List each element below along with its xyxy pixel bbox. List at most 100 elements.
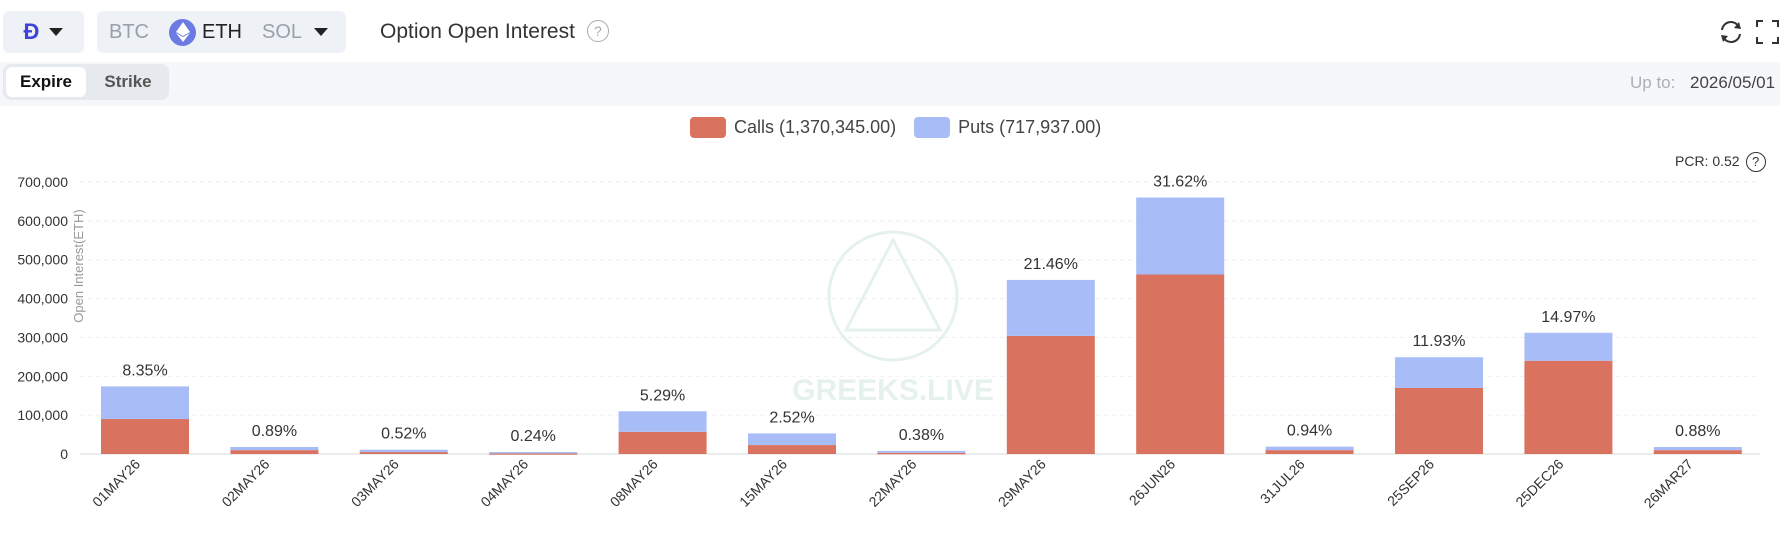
exchange-selector[interactable]: Đ (3, 11, 84, 53)
asset-sol[interactable]: SOL (262, 20, 303, 43)
asset-selector[interactable]: BTC ETH SOL (97, 11, 346, 53)
y-tick-label: 300,000 (17, 329, 68, 345)
x-tick-label: 01MAY26 (89, 456, 143, 510)
x-tick-label: 29MAY26 (995, 456, 1049, 510)
filter-bar: Expire Strike Up to: 2026/05/01 (0, 62, 1780, 106)
x-tick-label: 04MAY26 (477, 456, 531, 510)
bar-data-label: 0.38% (899, 427, 944, 444)
y-tick-label: 500,000 (17, 252, 68, 268)
bar-data-label: 21.46% (1024, 256, 1078, 273)
bar-puts-01MAY26[interactable] (101, 386, 189, 420)
x-tick-label: 03MAY26 (348, 456, 402, 510)
asset-eth[interactable]: ETH (202, 20, 242, 43)
y-axis: 0 100,000 200,000 300,000 400,000 500,000 600,… (17, 174, 68, 462)
bar-data-label: 31.62% (1153, 174, 1207, 191)
help-icon[interactable]: ? (586, 20, 609, 42)
bar-data-label: 0.24% (511, 428, 556, 445)
asset-btc[interactable]: BTC (109, 20, 149, 43)
bar-puts-26MAR27[interactable] (1653, 447, 1742, 451)
bar-puts-15MAY26[interactable] (748, 433, 836, 446)
chevron-down-icon (314, 28, 329, 36)
x-tick-label: 31JUL26 (1257, 456, 1308, 507)
bar-data-label: 0.89% (252, 423, 297, 440)
bar-puts-26JUN26[interactable] (1136, 197, 1225, 275)
watermark-logo-icon (827, 230, 959, 362)
refresh-icon[interactable] (1718, 19, 1744, 50)
up-to-label: Up to: (1630, 73, 1676, 92)
chart-legend: Calls (1,370,345.00) Puts (717,937.00) (690, 117, 1119, 138)
bar-calls-25SEP26[interactable] (1395, 387, 1483, 454)
bar-calls-22MAY26[interactable] (877, 452, 966, 455)
bar-puts-04MAY26[interactable] (489, 452, 578, 454)
legend-puts-label: Puts (717,937.00) (958, 117, 1102, 137)
bar-data-label: 0.88% (1675, 423, 1720, 440)
y-tick-label: 700,000 (17, 174, 68, 190)
bar-data-label: 2.52% (769, 409, 814, 426)
bar-puts-03MAY26[interactable] (359, 449, 448, 453)
x-tick-label: 22MAY26 (865, 456, 919, 510)
bar-data-label: 8.35% (122, 362, 167, 379)
x-tick-label: 26JUN26 (1126, 456, 1179, 509)
bar-calls-29MAY26[interactable] (1006, 335, 1095, 454)
page-title: Option Open Interest? (380, 20, 609, 44)
y-tick-label: 200,000 (17, 368, 68, 384)
y-tick-label: 100,000 (17, 407, 68, 423)
puts-swatch (914, 117, 951, 138)
pcr-value: PCR: 0.52 (1675, 153, 1740, 169)
watermark-text: GREEKS.LIVE (792, 374, 994, 407)
bar-puts-31JUL26[interactable] (1265, 446, 1354, 451)
legend-puts[interactable]: Puts (717,937.00) (914, 117, 1101, 138)
bar-puts-02MAY26[interactable] (230, 447, 319, 451)
calls-swatch (690, 117, 726, 138)
x-tick-label: 25DEC26 (1512, 456, 1566, 510)
eth-icon (169, 18, 196, 46)
tab-strike[interactable]: Strike (104, 72, 152, 91)
chart-bars: 8.35% 0.89% 0.52% 0.24% 5.29% 2.52% 0.38% 21.46… (101, 174, 1742, 455)
help-icon[interactable]: ? (1745, 152, 1766, 172)
fullscreen-icon[interactable] (1755, 19, 1780, 50)
legend-calls[interactable]: Calls (1,370,345.00) (690, 117, 896, 138)
bar-calls-04MAY26[interactable] (489, 453, 578, 455)
x-tick-label: 26MAR27 (1641, 456, 1696, 511)
bar-puts-22MAY26[interactable] (877, 450, 966, 453)
bar-puts-08MAY26[interactable] (618, 411, 707, 432)
x-tick-label: 25SEP26 (1384, 456, 1437, 509)
bar-calls-03MAY26[interactable] (359, 452, 448, 454)
bar-calls-02MAY26[interactable] (230, 450, 319, 454)
watermark: GREEKS.LIVE (792, 230, 994, 407)
bar-data-label: 0.94% (1287, 423, 1332, 440)
x-tick-label: 15MAY26 (736, 456, 790, 510)
bar-calls-26MAR27[interactable] (1653, 450, 1742, 454)
bar-calls-01MAY26[interactable] (101, 419, 189, 454)
tab-expire[interactable]: Expire (6, 67, 86, 97)
top-bar: Đ BTC ETH SOL Option Open Interest? (0, 0, 1780, 62)
y-tick-label: 400,000 (17, 291, 68, 307)
bar-calls-25DEC26[interactable] (1524, 360, 1613, 454)
bar-calls-26JUN26[interactable] (1136, 274, 1225, 454)
chart-grid (80, 181, 1760, 455)
x-tick-label: 08MAY26 (607, 456, 661, 510)
bar-data-label: 0.52% (381, 426, 426, 443)
bar-calls-31JUL26[interactable] (1265, 450, 1354, 454)
bar-data-label: 11.93% (1412, 333, 1465, 350)
watermark-triangle-icon (843, 236, 943, 332)
legend-calls-label: Calls (1,370,345.00) (734, 117, 897, 137)
chevron-down-icon (49, 28, 64, 36)
x-tick-label: 02MAY26 (218, 456, 272, 510)
bar-puts-25SEP26[interactable] (1395, 357, 1483, 388)
view-toggle: Expire Strike (3, 64, 169, 100)
y-tick-label: 600,000 (17, 213, 68, 229)
up-to-date-picker[interactable]: 2026/05/01 (1690, 73, 1776, 92)
x-axis: 01MAY26 02MAY26 03MAY26 04MAY26 08MAY26 15MAY… (89, 456, 1696, 511)
y-tick-label: 0 (60, 446, 68, 462)
bar-calls-08MAY26[interactable] (618, 431, 707, 454)
bar-data-label: 5.29% (640, 387, 685, 404)
pcr-readout: PCR: 0.52? (1675, 152, 1766, 172)
bar-puts-29MAY26[interactable] (1006, 279, 1095, 336)
y-axis-label: Open Interest(ETH) (71, 209, 86, 322)
bar-data-label: 14.97% (1541, 309, 1595, 326)
bar-calls-15MAY26[interactable] (748, 445, 836, 454)
bar-puts-25DEC26[interactable] (1524, 332, 1613, 361)
deribit-logo-icon: Đ (23, 19, 40, 44)
